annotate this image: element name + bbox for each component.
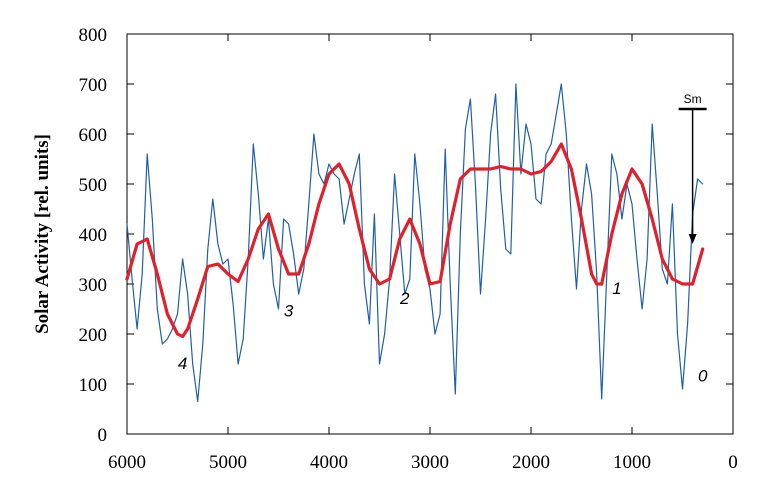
y-tick-label: 600 <box>79 125 108 146</box>
y-tick-label: 100 <box>79 375 108 396</box>
series-group <box>125 83 705 403</box>
cycle-annotation: 2 <box>399 289 410 308</box>
x-tick-label: 2000 <box>512 452 550 473</box>
y-tick-label: 800 <box>79 25 108 46</box>
raw-series-line <box>126 83 704 403</box>
x-tick-label: 3000 <box>411 452 449 473</box>
cycle-annotation: 0 <box>698 367 708 386</box>
x-tick-label: 5000 <box>209 452 247 473</box>
y-tick-label: 0 <box>98 425 108 446</box>
sm-marker-label: Sm <box>684 92 702 106</box>
plot-frame <box>126 33 734 435</box>
y-tick-label: 700 <box>79 75 108 96</box>
axis-ticks <box>126 33 734 435</box>
y-tick-label: 400 <box>79 225 108 246</box>
x-tick-label: 1000 <box>613 452 651 473</box>
sm-arrow-icon <box>688 234 697 244</box>
y-tick-label: 300 <box>79 275 108 296</box>
sm-marker: Sm <box>678 92 707 244</box>
x-tick-label: 6000 <box>108 452 146 473</box>
y-axis-title: Solar Activity [rel. units] <box>32 134 53 334</box>
x-tick-label: 4000 <box>310 452 348 473</box>
y-tick-labels: 0 100 200 300 400 500 600 700 800 <box>79 25 108 446</box>
y-tick-label: 500 <box>79 175 108 196</box>
cycle-annotation: 3 <box>284 302 294 321</box>
x-tick-labels: 6000 5000 4000 3000 2000 1000 0 <box>108 452 738 473</box>
cycle-annotation: 4 <box>178 354 187 373</box>
smoothed-series-line <box>125 142 705 339</box>
cycle-annotation: 1 <box>612 279 621 298</box>
y-tick-label: 200 <box>79 325 108 346</box>
annotations: 4 3 2 1 0 <box>178 279 708 386</box>
x-tick-label: 0 <box>728 452 738 473</box>
